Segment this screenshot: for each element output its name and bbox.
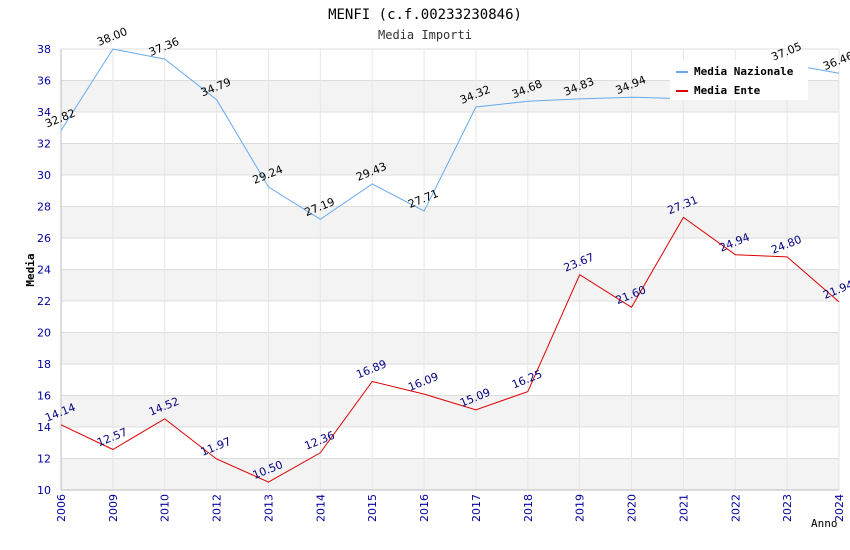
data-label: 38.00 bbox=[95, 25, 129, 49]
y-tick-label: 32 bbox=[37, 138, 51, 151]
chart-title: MENFI (c.f.00233230846) bbox=[328, 7, 522, 23]
y-tick-label: 22 bbox=[37, 295, 51, 308]
data-label: 12.36 bbox=[303, 429, 337, 453]
data-label: 16.25 bbox=[510, 367, 544, 391]
x-tick-label: 2022 bbox=[729, 494, 742, 522]
x-tick-label: 2021 bbox=[677, 494, 690, 522]
x-tick-labels: 2006 2009 2010 2012 2013 2014 2015 2016 2017 2018… bbox=[55, 494, 846, 522]
legend-label-media-nazionale: Media Nazionale bbox=[694, 65, 794, 78]
grid-band bbox=[61, 269, 839, 301]
grid-band bbox=[61, 395, 839, 427]
x-tick-label: 2018 bbox=[522, 494, 535, 522]
y-tick-labels: 10 12 14 16 18 20 22 24 26 28 30 32 34 36 38 bbox=[37, 43, 51, 497]
x-tick-label: 2014 bbox=[314, 494, 327, 522]
y-tick-label: 10 bbox=[37, 484, 51, 497]
grid-band bbox=[61, 332, 839, 364]
x-tick-label: 2010 bbox=[159, 494, 172, 522]
data-label: 12.57 bbox=[95, 425, 129, 449]
x-tick-label: 2024 bbox=[833, 494, 846, 522]
x-tick-label: 2016 bbox=[418, 494, 431, 522]
y-tick-label: 14 bbox=[37, 421, 51, 434]
y-tick-label: 18 bbox=[37, 358, 51, 371]
x-tick-label: 2009 bbox=[107, 494, 120, 522]
y-tick-label: 36 bbox=[37, 75, 51, 88]
x-tick-label: 2012 bbox=[211, 494, 224, 522]
legend: Media Nazionale Media Ente bbox=[670, 60, 808, 100]
y-axis-label: Media bbox=[24, 253, 37, 286]
x-tick-label: 2013 bbox=[262, 494, 275, 522]
data-label: 11.97 bbox=[199, 435, 233, 459]
y-tick-label: 20 bbox=[37, 327, 51, 340]
data-label: 16.09 bbox=[406, 370, 440, 394]
x-tick-label: 2019 bbox=[574, 494, 587, 522]
x-tick-label: 2023 bbox=[781, 494, 794, 522]
y-tick-label: 30 bbox=[37, 169, 51, 182]
chart-subtitle: Media Importi bbox=[378, 28, 472, 42]
x-tick-label: 2017 bbox=[470, 494, 483, 522]
legend-box bbox=[670, 60, 808, 100]
y-tick-label: 28 bbox=[37, 201, 51, 214]
grid-band bbox=[61, 206, 839, 238]
grid-band bbox=[61, 458, 839, 490]
y-tick-label: 26 bbox=[37, 232, 51, 245]
legend-label-media-ente: Media Ente bbox=[694, 84, 761, 97]
y-tick-label: 16 bbox=[37, 390, 51, 403]
series-line-media-ente bbox=[60, 216, 840, 483]
x-tick-label: 2015 bbox=[366, 494, 379, 522]
y-tick-label: 38 bbox=[37, 43, 51, 56]
x-axis-label: Anno bbox=[811, 517, 838, 530]
x-tick-label: 2020 bbox=[626, 494, 639, 522]
data-label: 36.46 bbox=[821, 49, 850, 73]
axes bbox=[60, 49, 839, 491]
y-tick-label: 24 bbox=[37, 264, 51, 277]
y-tick-label: 12 bbox=[37, 453, 51, 466]
y-tick-label: 34 bbox=[37, 106, 51, 119]
data-label: 37.36 bbox=[147, 35, 181, 59]
x-tick-label: 2006 bbox=[55, 494, 68, 522]
